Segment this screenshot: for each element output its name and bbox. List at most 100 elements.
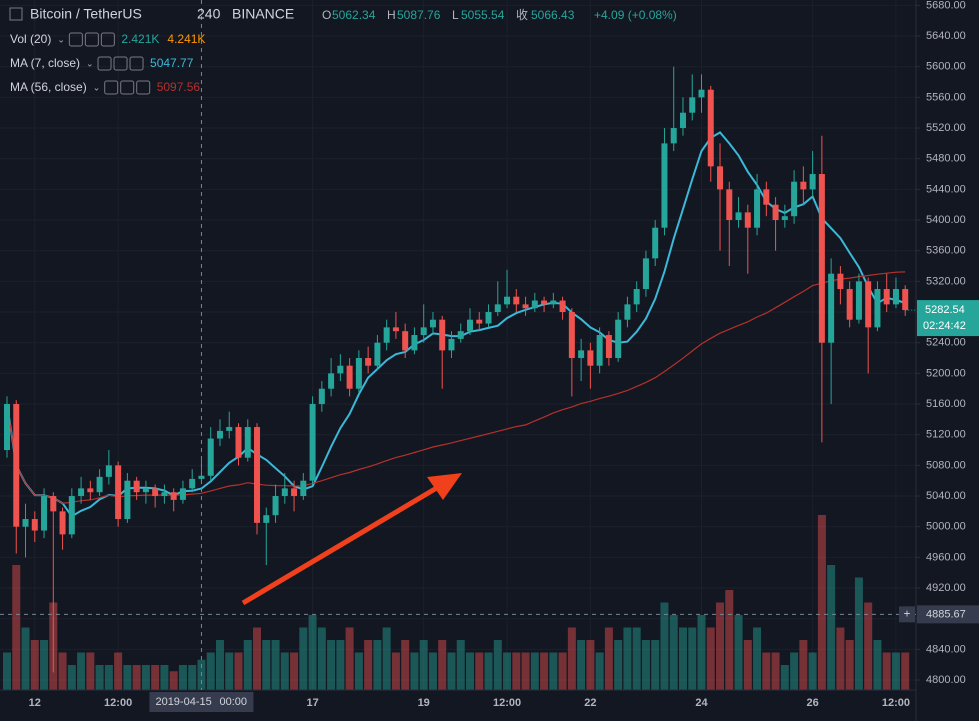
indicator-caret: ⌄ — [57, 34, 65, 44]
volume-bar — [882, 652, 891, 690]
candle-body — [587, 350, 594, 366]
candle-body — [300, 480, 307, 497]
candle-body — [883, 289, 890, 305]
candle-body — [383, 327, 390, 343]
indicator-name: Vol (20) — [10, 32, 51, 46]
y-tick-label: 4800.00 — [926, 674, 966, 686]
indicator-button[interactable] — [129, 56, 144, 71]
interval: 240 — [197, 6, 221, 22]
volume-bar — [151, 665, 160, 690]
volume-bar — [641, 640, 650, 690]
candle-body — [726, 189, 733, 221]
volume-bar — [86, 652, 95, 690]
candle-body — [670, 128, 677, 144]
volume-bar — [30, 640, 39, 690]
volume-bar — [753, 627, 762, 690]
collapse-icon[interactable] — [9, 7, 23, 21]
candle-body — [559, 300, 566, 313]
candle-body — [96, 476, 103, 493]
indicator-button[interactable] — [68, 32, 83, 47]
volume-bar — [845, 640, 854, 690]
candle-body — [661, 143, 668, 228]
candle-body — [504, 296, 511, 305]
y-tick-label: 5120.00 — [926, 429, 966, 441]
open-value: 5062.34 — [332, 8, 376, 22]
indicator-button[interactable] — [104, 80, 119, 95]
volume-bar — [428, 652, 437, 690]
candle-body — [115, 465, 122, 520]
candle-body — [365, 358, 372, 366]
indicator-button[interactable] — [113, 56, 128, 71]
y-tick-label: 4920.00 — [926, 582, 966, 594]
x-tick-label: 22 — [584, 697, 596, 709]
volume-bar — [215, 640, 224, 690]
volume-bar — [104, 665, 113, 690]
volume-bar — [123, 665, 132, 690]
candle-body — [467, 319, 473, 332]
volume-bar — [317, 627, 326, 690]
candle-body — [596, 335, 603, 366]
candle-body — [846, 289, 853, 320]
candle-body — [87, 488, 94, 493]
volume-bar — [456, 640, 465, 690]
indicator-button[interactable] — [97, 56, 112, 71]
volume-bar — [234, 652, 243, 690]
candle-body — [189, 478, 196, 489]
volume-bar — [373, 640, 382, 690]
high-value: 5087.76 — [397, 8, 441, 22]
candle-body — [402, 331, 409, 351]
indicator-button[interactable] — [120, 80, 135, 95]
volume-bar — [614, 640, 623, 690]
candle-body — [309, 404, 316, 481]
indicator-value: 5097.56 — [157, 80, 201, 94]
indicator-button[interactable] — [100, 32, 115, 47]
candle-body — [828, 273, 835, 343]
crosshair-time-box — [149, 692, 254, 712]
candle-body — [78, 488, 85, 497]
crosshair-plus[interactable] — [899, 606, 915, 623]
indicator-button[interactable] — [136, 80, 151, 95]
candle-body — [142, 488, 149, 493]
y-tick-label: 5240.00 — [926, 337, 966, 349]
arrow-annotation — [241, 473, 462, 606]
indicator-button[interactable] — [84, 32, 99, 47]
volume-bar — [77, 652, 86, 690]
x-tick-label: 12:00 — [882, 697, 910, 709]
volume-bar — [336, 640, 345, 690]
candle-body — [161, 492, 168, 497]
y-tick-label: 5640.00 — [926, 30, 966, 42]
candle-body — [272, 496, 279, 516]
volume-bar — [401, 640, 410, 690]
candle-body — [226, 427, 233, 431]
volume-bar — [836, 627, 845, 690]
volume-bar — [540, 652, 549, 690]
indicator-name: MA (7, close) — [10, 56, 80, 70]
candle-body — [179, 488, 186, 500]
volume-bar — [873, 640, 882, 690]
y-tick-label: 5040.00 — [926, 490, 966, 502]
y-tick-label: 5400.00 — [926, 214, 966, 226]
indicator-name: MA (56, close) — [10, 80, 87, 94]
candle-body — [605, 335, 612, 359]
indicator-value: 5047.77 — [150, 56, 194, 70]
y-tick-label: 5480.00 — [926, 153, 966, 165]
volume-bar — [466, 652, 474, 690]
volume-bar — [178, 665, 187, 690]
indicator-caret: ⌄ — [93, 82, 101, 92]
volume-bar — [762, 652, 771, 690]
volume-bar — [271, 640, 280, 690]
volume-bar — [651, 640, 660, 690]
volume-bar — [660, 602, 669, 690]
volume-bar — [577, 640, 586, 690]
candle-body — [689, 97, 696, 113]
crosshair-date: 2019-04-15 — [155, 696, 211, 708]
candle-body — [281, 488, 288, 497]
x-tick-label: 12:00 — [104, 697, 132, 709]
candle-body — [346, 365, 353, 389]
candle-body — [763, 189, 770, 205]
candle-body — [328, 373, 335, 389]
symbol-title: Bitcoin / TetherUS — [30, 6, 142, 22]
candle-body — [541, 300, 548, 305]
